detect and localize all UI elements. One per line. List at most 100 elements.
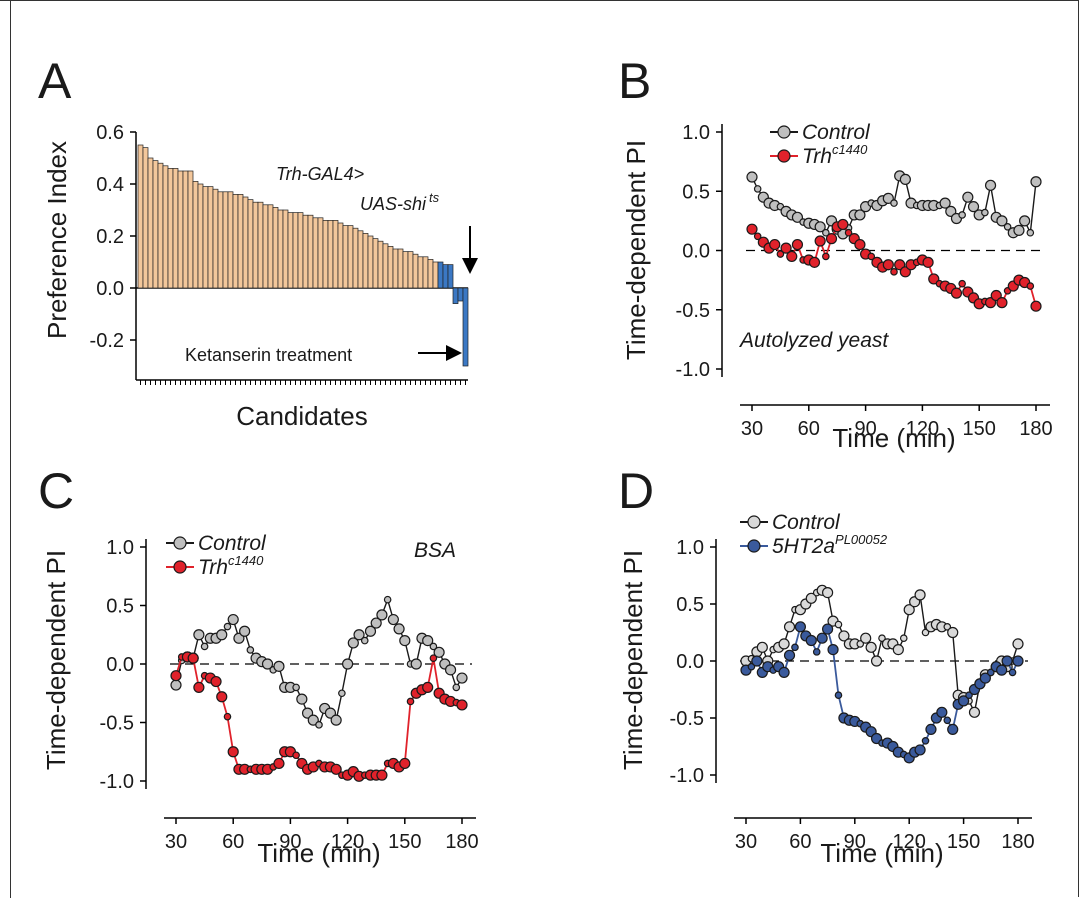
panel-a-bar	[367, 235, 374, 289]
panel-d-point-mutant	[751, 655, 763, 667]
panel-c-point-control	[330, 714, 342, 726]
panel-c-point-control	[456, 672, 468, 684]
panel-b-point-control	[945, 205, 957, 217]
panel-d-point-control	[821, 586, 834, 599]
panel-a-bar	[187, 170, 194, 289]
panel-a-bar	[217, 191, 224, 289]
panel-c-point-control	[399, 634, 411, 647]
panel-a-bar	[452, 287, 459, 304]
panel-b-x-tick-label: 150	[963, 418, 996, 440]
panel-d-point-control	[947, 626, 959, 639]
panel-c-point-mutant	[456, 699, 468, 711]
panel-b-point-control	[1019, 215, 1031, 227]
panel-c-point-mutant	[399, 757, 411, 770]
panel-b-point-mutant	[922, 256, 934, 268]
panel-b-point-control	[882, 192, 894, 204]
panel-letter-b: B	[618, 53, 651, 109]
panel-a-genotype-arrow	[462, 226, 478, 274]
panel-a-bar	[272, 207, 279, 289]
panel-c-y-tick-label: 0.5	[106, 596, 134, 618]
panel-b-point-control	[1003, 223, 1012, 231]
panel-a-bar	[297, 212, 304, 289]
panel-b-point-mutant	[776, 250, 785, 258]
panel-c-x-tick-label: 30	[165, 831, 187, 853]
panel-d-point-control	[968, 706, 981, 718]
panel-d-point-mutant	[943, 716, 952, 725]
panel-b-y-tick-label: -1.0	[676, 359, 710, 381]
panel-a-bar	[422, 256, 429, 289]
panel-b-point-control	[822, 228, 830, 237]
panel-d-point-control	[899, 634, 908, 643]
panel-b-point-mutant	[825, 233, 838, 245]
panel-c-point-control	[200, 642, 209, 651]
panel-c-point-control	[223, 622, 232, 631]
panel-a-bar	[322, 220, 329, 289]
panel-a-treatment-label: Ketanserin treatment	[185, 345, 352, 365]
panel-c-annotation: BSA	[414, 539, 456, 562]
panel-d-point-mutant	[794, 621, 807, 633]
panel-c-ylabel: Time-dependent PI	[41, 550, 71, 770]
panel-b-point-mutant	[894, 259, 906, 271]
panel-d-point-mutant	[816, 632, 828, 644]
panel-d-point-mutant	[925, 723, 937, 736]
panel-b-point-mutant	[837, 218, 849, 231]
panel-c-point-control	[360, 636, 369, 645]
panel-d-point-control	[1012, 638, 1024, 650]
panel-a-bar	[247, 199, 254, 289]
panel-b-point-mutant	[791, 238, 804, 251]
panel-c-series-line-mutant	[175, 656, 463, 778]
panel-b-point-mutant	[814, 235, 826, 247]
panel-d-x-tick-label: 120	[893, 831, 926, 853]
panel-d-point-mutant	[957, 695, 970, 707]
panel-b-x-tick-label: 90	[854, 418, 876, 440]
panel-d-x-tick-label: 90	[844, 831, 866, 853]
figure-border-left	[10, 0, 11, 898]
panel-a-bar	[197, 183, 204, 289]
panel-a-y-tick-label: -0.2	[90, 330, 124, 352]
panel-d-x-tick-label: 30	[735, 831, 757, 853]
panel-a-bar	[157, 162, 164, 289]
panel-c-x-tick-label: 60	[222, 831, 244, 853]
panel-b-point-control	[1026, 228, 1035, 237]
panel-d-point-mutant	[1001, 655, 1013, 667]
panel-a-y-tick-label: 0.4	[96, 174, 124, 196]
panel-b-ylabel: Time-dependent PI	[621, 140, 651, 360]
panel-a-ylabel: Preference Index	[42, 141, 72, 339]
panel-c-point-mutant	[187, 652, 199, 664]
panel-c-x-tick-label: 90	[279, 831, 301, 853]
panel-a-xlabel: Candidates	[236, 401, 368, 431]
panel-c-point-mutant	[223, 712, 232, 721]
panel-d-point-mutant	[921, 736, 930, 745]
panel-c-point-mutant	[292, 751, 300, 760]
panel-a-bar	[392, 248, 399, 289]
panel-c-point-control	[193, 629, 205, 641]
panel-c-point-mutant	[330, 763, 342, 775]
panel-d-point-mutant	[947, 723, 959, 736]
panel-b-point-control	[854, 209, 866, 221]
panel-a-bar	[342, 225, 349, 289]
panel-c-point-control	[410, 658, 422, 670]
panel-d-y-tick-label: 0.5	[676, 594, 704, 616]
panel-b-x-tick-label: 120	[906, 418, 939, 440]
panel-b-point-mutant	[808, 256, 821, 268]
panel-a-y-tick-label: 0.0	[96, 278, 124, 300]
panel-letter-d: D	[618, 463, 654, 519]
panel-d-legend-label: 5HT2aPL00052	[772, 532, 888, 558]
panel-b-point-mutant	[786, 250, 798, 263]
panel-c-point-control	[273, 660, 285, 672]
panel-b-point-mutant	[867, 252, 876, 261]
legend-name: Control	[198, 532, 267, 555]
panel-a-bar	[202, 186, 209, 289]
panel-d-y-tick-label: -0.5	[670, 708, 704, 730]
panel-c-point-control	[342, 658, 354, 670]
panel-b-point-mutant	[844, 228, 853, 237]
panel-d-y-tick-label: -1.0	[670, 765, 704, 787]
panel-b-point-control	[1030, 176, 1042, 188]
panel-a-bar	[262, 204, 269, 289]
panel-a-genotype-line2: UAS-shi ts	[360, 190, 440, 214]
panel-d-point-mutant	[1012, 655, 1024, 667]
panel-a-bar	[437, 261, 444, 289]
panel-a-bar	[172, 168, 179, 289]
panel-a-genotype-sup: ts	[429, 190, 440, 205]
